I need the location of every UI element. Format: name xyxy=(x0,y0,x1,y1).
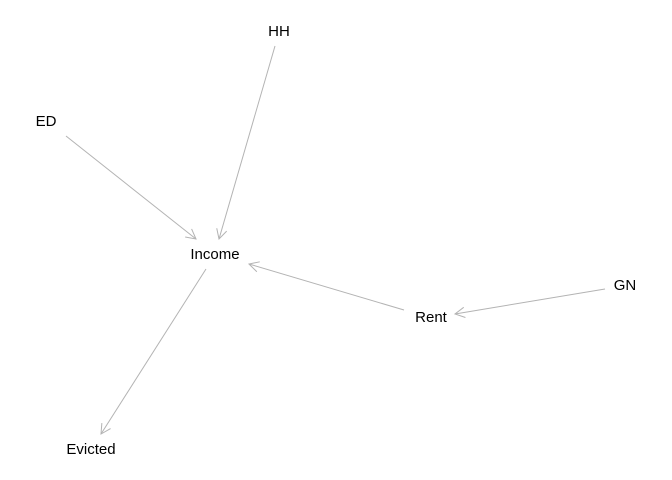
edge-hh-to-income xyxy=(216,45,276,241)
edge-rent-to-income xyxy=(247,261,405,311)
node-rent: Rent xyxy=(415,309,448,326)
edge-income-to-evicted xyxy=(100,268,207,435)
nodes-layer: HH ED Income Rent GN Evicted xyxy=(36,23,637,458)
edge-line xyxy=(100,268,207,435)
edge-gn-to-rent xyxy=(453,288,606,318)
node-ed: ED xyxy=(36,113,57,130)
arrowhead-icon xyxy=(100,422,111,435)
node-gn: GN xyxy=(614,277,637,294)
edge-line xyxy=(248,263,405,311)
edge-line xyxy=(65,135,197,240)
arrowhead-icon xyxy=(216,228,228,241)
node-income: Income xyxy=(190,246,239,263)
edge-ed-to-income xyxy=(65,135,197,240)
edges-layer xyxy=(65,45,606,435)
node-evicted: Evicted xyxy=(66,441,115,458)
edge-line xyxy=(454,288,606,315)
node-hh: HH xyxy=(268,23,290,40)
edge-line xyxy=(218,45,276,240)
arrowhead-icon xyxy=(247,261,260,273)
arrowhead-icon xyxy=(453,306,466,318)
arrowhead-icon xyxy=(185,228,197,240)
